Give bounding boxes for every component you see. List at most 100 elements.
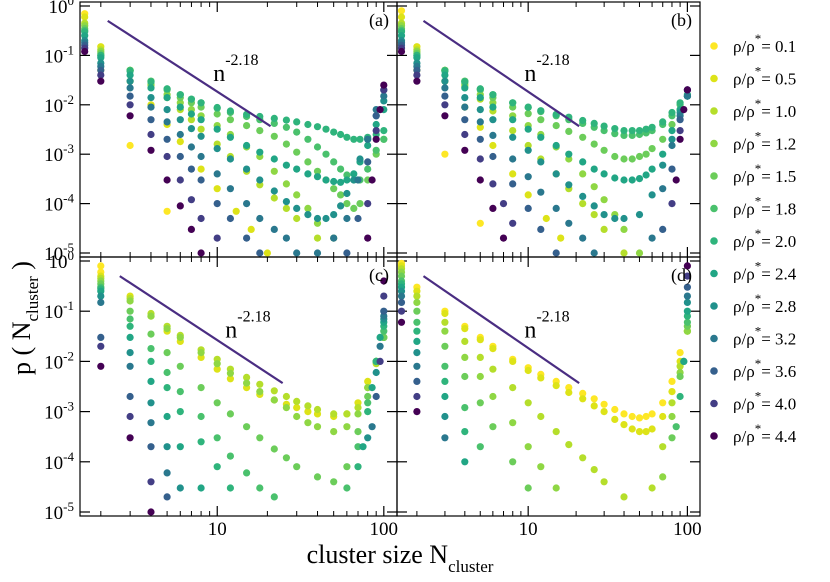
series-rho-4.4 (97, 277, 388, 516)
data-point (380, 292, 388, 300)
x-tick-label: 100 (370, 519, 399, 540)
y-tick-label: 10-1 (44, 42, 74, 67)
data-point (126, 297, 134, 305)
series-rho-0.5 (397, 13, 565, 242)
data-point (176, 202, 184, 210)
data-point (364, 165, 372, 173)
data-point (187, 225, 195, 233)
data-point (282, 180, 290, 188)
data-point (197, 99, 205, 107)
series-rho-3.2 (397, 39, 692, 257)
data-point (413, 327, 421, 335)
data-point (213, 365, 221, 373)
data-point (372, 146, 380, 154)
series-rho-4.4 (397, 47, 692, 242)
data-point (187, 116, 195, 124)
data-point (476, 85, 484, 93)
data-point (364, 200, 372, 208)
data-point (380, 92, 388, 100)
data-point (635, 211, 644, 219)
data-point (293, 404, 301, 412)
data-point (163, 176, 171, 184)
data-point (197, 384, 205, 392)
data-point (364, 399, 372, 407)
panel-b: n-2.18 (b) (396, 1, 701, 258)
data-point (441, 327, 449, 335)
data-point (552, 249, 560, 257)
data-point (552, 484, 560, 492)
data-point (147, 357, 155, 365)
data-point (187, 196, 195, 204)
data-point (509, 219, 517, 227)
data-point (579, 192, 587, 200)
data-point (226, 107, 234, 115)
power-law-reference-line (119, 275, 284, 385)
data-point (380, 135, 388, 143)
data-point (476, 219, 484, 227)
data-point (642, 125, 650, 133)
data-point (413, 77, 421, 85)
data-point (397, 292, 406, 300)
data-point (126, 349, 134, 357)
data-point (356, 135, 364, 143)
data-point (509, 180, 517, 188)
data-point (509, 170, 517, 178)
data-point (590, 466, 598, 474)
data-point (313, 173, 322, 181)
data-point (270, 396, 278, 404)
legend-entry: ρ/ρ*= 4.4 (710, 421, 797, 446)
data-point (397, 318, 406, 326)
legend-label: ρ/ρ*= 0.1 (733, 31, 796, 56)
data-point (163, 207, 171, 215)
data-point (293, 463, 301, 471)
data-point (441, 92, 449, 100)
data-point (176, 333, 184, 341)
data-point (350, 204, 358, 212)
data-point (330, 428, 338, 436)
data-point (213, 200, 221, 208)
data-point (270, 119, 278, 127)
data-point (126, 362, 134, 370)
data-point (293, 204, 301, 212)
data-point (461, 130, 469, 139)
data-point (509, 99, 517, 107)
data-point (270, 187, 278, 195)
data-point (476, 176, 484, 184)
data-point (213, 399, 221, 407)
data-point (147, 399, 155, 407)
data-point (524, 173, 532, 181)
data-point (590, 119, 598, 127)
data-point (293, 148, 301, 156)
data-point (509, 384, 517, 392)
data-point (368, 176, 376, 184)
data-point (256, 176, 264, 184)
data-point (243, 122, 251, 130)
series-rho-2.8 (397, 36, 692, 223)
data-point (293, 397, 301, 405)
data-point (263, 249, 271, 257)
data-point (659, 135, 667, 143)
data-point (461, 337, 469, 345)
data-point (187, 143, 195, 151)
data-point (600, 478, 608, 486)
data-point (611, 415, 619, 423)
series-rho-4.4 (397, 262, 692, 416)
data-point (163, 106, 171, 114)
data-point (330, 410, 338, 418)
data-point (163, 443, 171, 451)
data-point (97, 333, 105, 341)
data-point (509, 419, 517, 427)
data-point (648, 484, 656, 492)
data-point (552, 204, 560, 212)
data-point (270, 114, 278, 122)
data-point (659, 225, 667, 233)
data-point (476, 135, 484, 143)
data-point (256, 380, 264, 388)
y-tick-label: 10-3 (44, 399, 74, 424)
data-point (611, 214, 619, 223)
legend-entry: ρ/ρ*= 3.6 (710, 356, 796, 381)
data-point (397, 47, 406, 56)
data-point (293, 214, 301, 223)
data-point (476, 94, 484, 102)
data-point (304, 158, 312, 166)
